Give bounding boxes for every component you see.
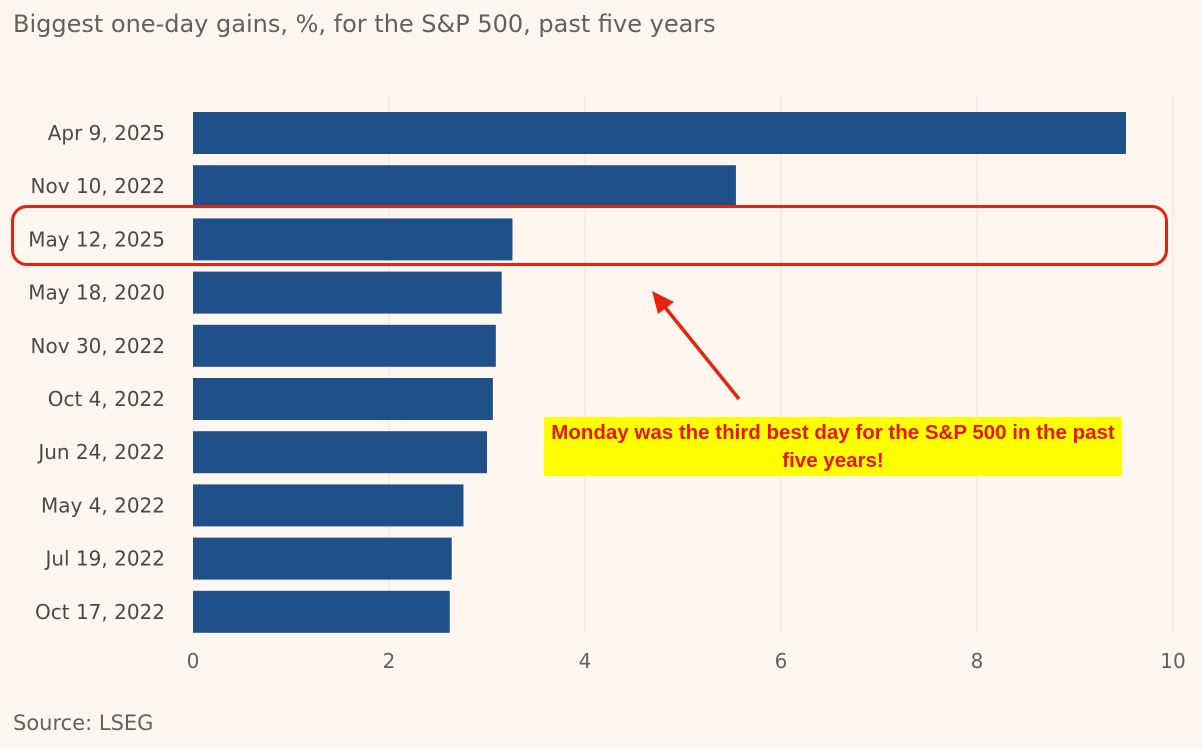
highlight-ring	[11, 205, 1168, 266]
chart-title: Biggest one-day gains, %, for the S&P 50…	[13, 10, 716, 38]
category-label: Oct 4, 2022	[48, 387, 165, 411]
category-label: Nov 10, 2022	[31, 174, 165, 198]
x-tick-label: 4	[579, 649, 592, 673]
x-tick-label: 6	[775, 649, 788, 673]
x-tick-label: 8	[971, 649, 984, 673]
category-label: Jul 19, 2022	[43, 547, 165, 571]
bars	[193, 112, 1126, 633]
bar	[193, 378, 493, 420]
category-label: Jun 24, 2022	[36, 440, 165, 464]
category-label: Oct 17, 2022	[35, 600, 165, 624]
bar	[193, 324, 496, 367]
category-label: May 12, 2025	[28, 227, 165, 251]
x-tick-label: 2	[383, 649, 396, 673]
category-label: Nov 30, 2022	[31, 334, 165, 358]
x-tick-label: 0	[187, 649, 200, 673]
callout-text: Monday was the third best day for the S&…	[551, 420, 1115, 472]
bar	[193, 271, 502, 314]
x-tick-label: 10	[1160, 649, 1185, 673]
source-note: Source: LSEG	[13, 711, 154, 735]
bar	[193, 537, 452, 580]
category-label: May 4, 2022	[41, 493, 165, 517]
bar	[193, 112, 1126, 154]
bar	[193, 484, 464, 527]
bar	[193, 431, 487, 474]
bar	[193, 165, 736, 208]
category-labels: Apr 9, 2025 Nov 10, 2022 May 12, 2025 May 1…	[28, 121, 165, 624]
bar	[193, 218, 513, 261]
x-axis-tick-labels: 0 2 4 6 8 10	[187, 649, 1186, 673]
category-label: May 18, 2020	[28, 281, 165, 305]
callout-box: Monday was the third best day for the S&…	[544, 417, 1122, 476]
category-label: Apr 9, 2025	[48, 121, 165, 145]
bar	[193, 590, 450, 633]
